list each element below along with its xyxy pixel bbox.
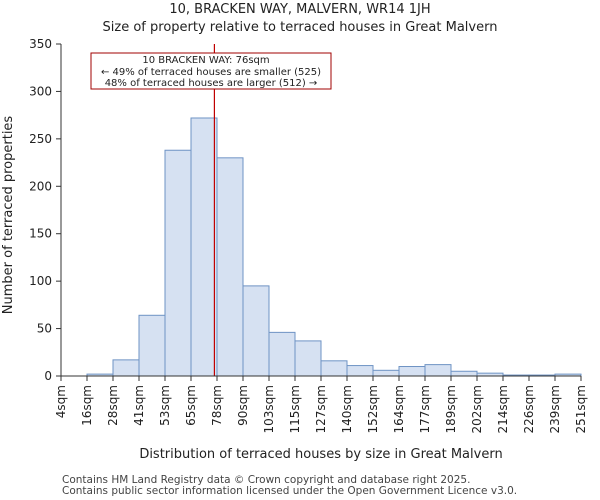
x-tick-label: 78sqm	[210, 385, 224, 426]
x-tick-label: 152sqm	[366, 385, 380, 433]
x-axis-label: Distribution of terraced houses by size …	[139, 447, 502, 462]
histogram-bar	[138, 314, 166, 377]
annotation-line2: ← 49% of terraced houses are smaller (52…	[101, 67, 321, 78]
y-tick-label: 100	[29, 274, 52, 288]
y-tick-label: 350	[29, 37, 52, 51]
y-tick-label: 300	[29, 84, 52, 98]
histogram-bar	[190, 117, 218, 377]
x-tick-label: 164sqm	[392, 385, 406, 433]
annotation-line3: 48% of terraced houses are larger (512) …	[105, 78, 318, 89]
y-tick-label: 0	[44, 369, 52, 383]
x-tick-label: 16sqm	[80, 385, 94, 426]
histogram-bar	[268, 331, 296, 377]
chart-title: 10, BRACKEN WAY, MALVERN, WR14 1JH	[169, 2, 431, 17]
x-tick-label: 53sqm	[158, 385, 172, 426]
footer-copyright: Contains HM Land Registry data © Crown c…	[62, 474, 471, 486]
x-tick-label: 202sqm	[470, 385, 484, 433]
x-tick-label: 251sqm	[574, 385, 588, 433]
y-tick-label: 250	[29, 132, 52, 146]
annotation-box	[90, 52, 332, 90]
x-tick-label: 140sqm	[340, 385, 354, 433]
histogram-chart: 0 50 100 150 200 250 300 350 4sqm 16sqm 28sqm 41sqm…	[1, 37, 588, 462]
histogram-bar	[450, 370, 478, 377]
histogram-bar	[242, 285, 270, 377]
footer-licence: Contains public sector information licen…	[62, 485, 518, 497]
x-tick-label: 65sqm	[184, 385, 198, 426]
histogram-bar	[398, 366, 426, 377]
histogram-bar	[424, 364, 452, 377]
y-tick-label: 50	[37, 322, 52, 336]
y-tick-label: 150	[29, 227, 52, 241]
chart-subtitle: Size of property relative to terraced ho…	[102, 20, 498, 35]
x-tick-label: 226sqm	[522, 385, 536, 433]
x-tick-label: 239sqm	[548, 385, 562, 433]
histogram-bar	[346, 365, 374, 377]
histogram-bar	[216, 157, 244, 377]
x-tick-label: 103sqm	[262, 385, 276, 433]
x-tick-label: 115sqm	[288, 385, 302, 433]
histogram-bar	[372, 369, 400, 377]
histogram-bar	[112, 359, 140, 377]
x-tick-label: 189sqm	[444, 385, 458, 433]
annotation-line1: 10 BRACKEN WAY: 76sqm	[142, 55, 269, 66]
x-tick-label: 90sqm	[236, 385, 250, 426]
x-tick-label: 177sqm	[418, 385, 432, 433]
histogram-bar	[320, 360, 348, 377]
x-tick-label: 4sqm	[54, 385, 68, 418]
x-tick-label: 28sqm	[106, 385, 120, 426]
x-tick-label: 127sqm	[314, 385, 328, 433]
y-axis-label: Number of terraced properties	[1, 116, 16, 315]
histogram-bar	[294, 340, 322, 377]
x-tick-label: 41sqm	[132, 385, 146, 426]
histogram-bar	[164, 149, 192, 377]
y-tick-label: 200	[29, 179, 52, 193]
x-tick-label: 214sqm	[496, 385, 510, 433]
